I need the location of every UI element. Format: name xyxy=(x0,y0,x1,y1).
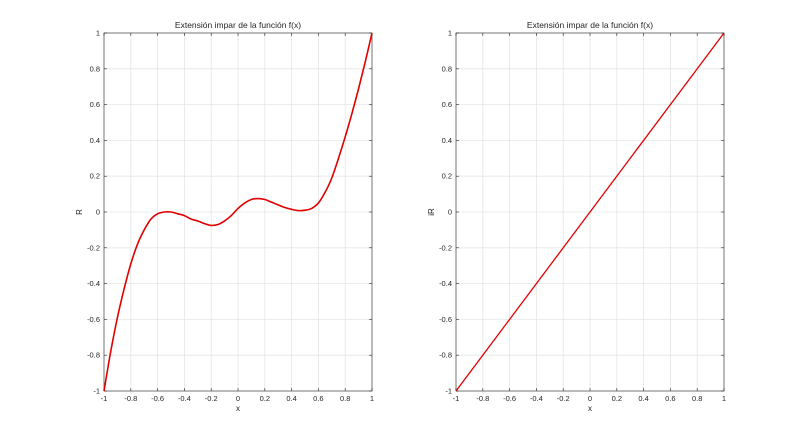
x-tick-label: -0.6 xyxy=(151,394,164,403)
series-line xyxy=(455,32,725,392)
y-tick-label: -0.4 xyxy=(87,279,100,288)
y-tick-label: 0.2 xyxy=(90,172,100,181)
y-tick-label: 0.4 xyxy=(90,136,100,145)
x-tick-label: 0.4 xyxy=(638,394,648,403)
y-tick-label: 0 xyxy=(96,208,100,217)
x-tick-label: -0.4 xyxy=(178,394,191,403)
y-tick-label: 1 xyxy=(96,29,100,38)
x-tick-label: -0.4 xyxy=(530,394,543,403)
x-tick-label: 0 xyxy=(588,394,592,403)
y-tick-label: 0.6 xyxy=(442,100,452,109)
x-tick-label: 0.6 xyxy=(665,394,675,403)
y-axis-label: iR xyxy=(427,208,436,216)
x-tick-label: 1 xyxy=(370,394,374,403)
y-tick-label: -0.6 xyxy=(87,315,100,324)
y-tick-label: -0.8 xyxy=(439,351,452,360)
x-tick-label: 0.6 xyxy=(313,394,323,403)
y-tick-label: 0.2 xyxy=(442,172,452,181)
x-tick-label: 0 xyxy=(236,394,240,403)
x-tick-label: -0.6 xyxy=(503,394,516,403)
x-axis-label: x xyxy=(588,404,592,413)
x-tick-label: -0.8 xyxy=(124,394,137,403)
series-line xyxy=(103,32,373,392)
chart-panel-2: -1 -0.8 -0.6 -0.4 -0.2 0 0.2 0.4 0.6 0.8 1 -1 -0.8 -0… xyxy=(427,20,726,413)
x-tick-label: 0.8 xyxy=(340,394,350,403)
y-tick-label: 0.6 xyxy=(90,100,100,109)
chart-title: Extensión impar de la función f(x) xyxy=(527,20,653,30)
y-tick-label: 0 xyxy=(448,208,452,217)
y-tick-label: -1 xyxy=(93,387,100,396)
y-tick-label: 0.8 xyxy=(442,64,452,73)
x-tick-label: -1 xyxy=(453,394,460,403)
y-tick-label: -0.2 xyxy=(87,243,100,252)
x-tick-label: 0.2 xyxy=(260,394,270,403)
x-tick-label: -0.2 xyxy=(205,394,218,403)
x-tick-label: -0.2 xyxy=(557,394,570,403)
x-tick-label: 0.4 xyxy=(286,394,296,403)
y-tick-label: 0.8 xyxy=(90,64,100,73)
x-tick-label: -1 xyxy=(101,394,108,403)
x-axis-label: x xyxy=(236,404,240,413)
x-tick-label: -0.8 xyxy=(476,394,489,403)
y-axis-label: R xyxy=(75,209,84,215)
y-tick-label: -0.2 xyxy=(439,243,452,252)
y-tick-label: -1 xyxy=(445,387,452,396)
y-tick-label: 1 xyxy=(448,29,452,38)
y-tick-label: -0.6 xyxy=(439,315,452,324)
y-tick-label: -0.8 xyxy=(87,351,100,360)
x-tick-label: 0.8 xyxy=(692,394,702,403)
y-tick-label: 0.4 xyxy=(442,136,452,145)
x-tick-label: 0.2 xyxy=(612,394,622,403)
x-tick-label: 1 xyxy=(722,394,726,403)
chart-panel-1: -1 -0.8 -0.6 -0.4 -0.2 0 0.2 0.4 0.6 0.8 1 -1 -0.8 -0… xyxy=(75,20,374,413)
chart-title: Extensión impar de la función f(x) xyxy=(175,20,301,30)
y-tick-label: -0.4 xyxy=(439,279,452,288)
